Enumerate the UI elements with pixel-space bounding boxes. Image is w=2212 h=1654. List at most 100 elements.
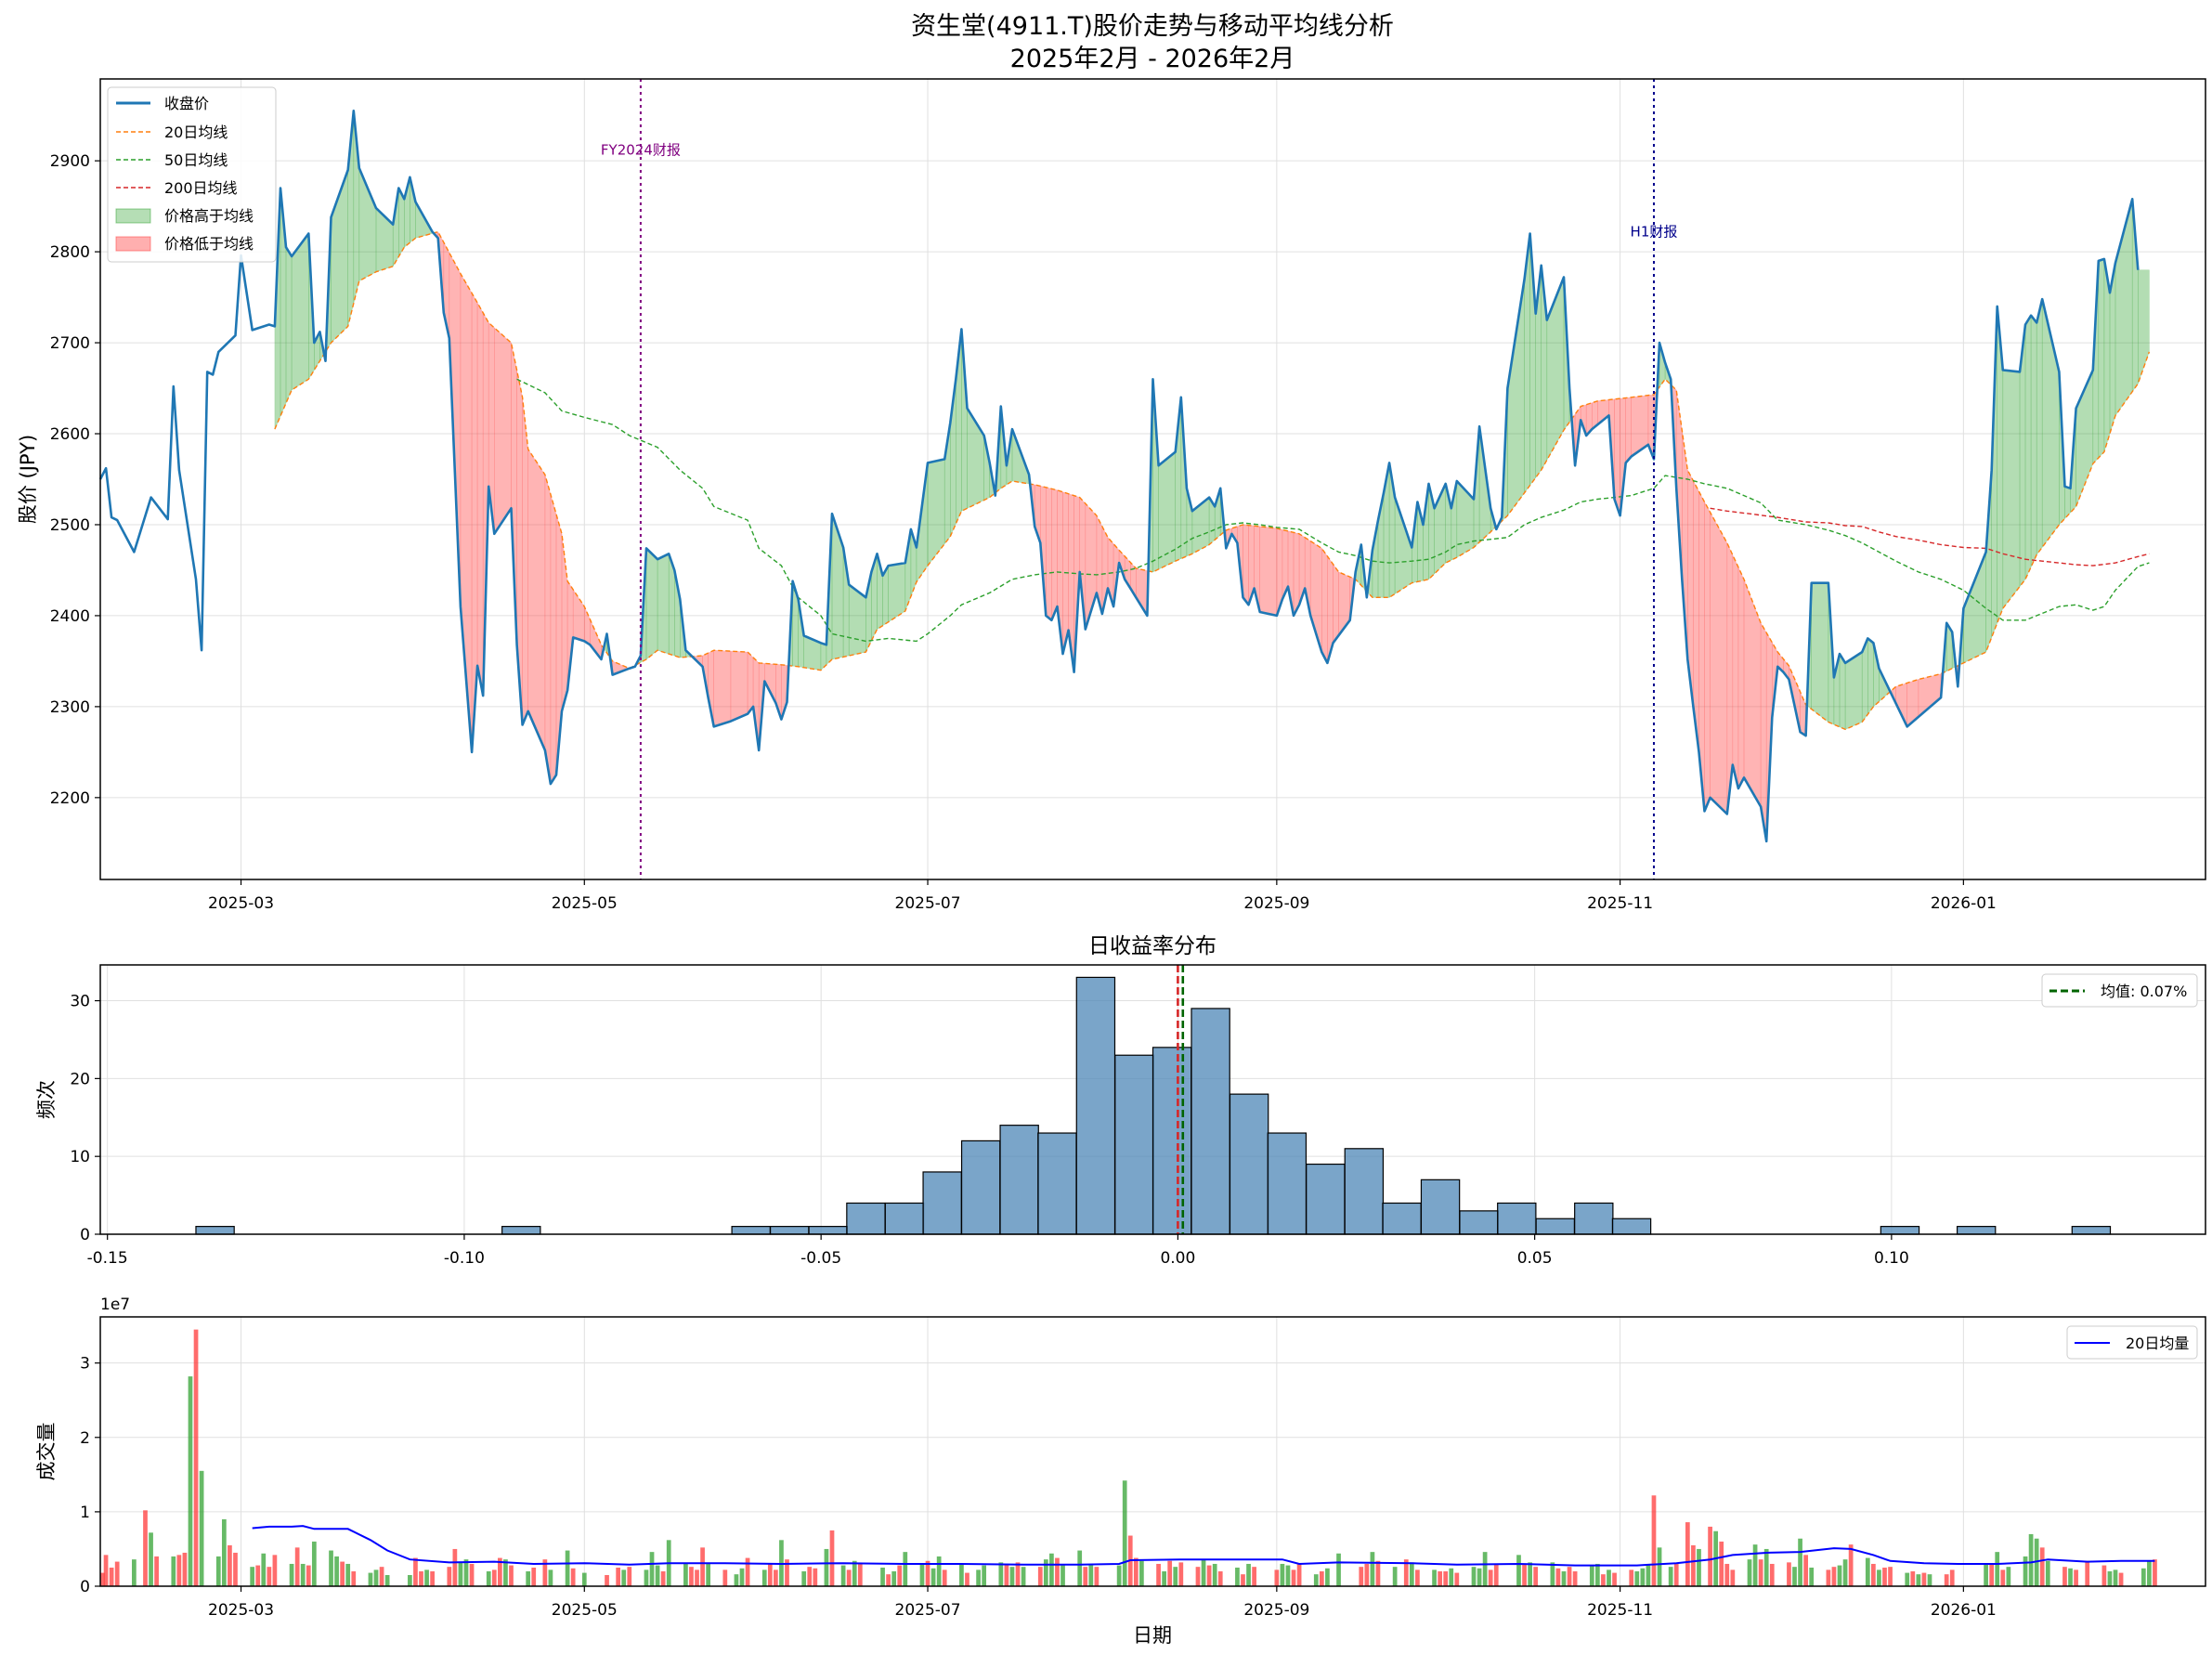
volume-bar-down (1572, 1570, 1578, 1586)
volume-bar-down (103, 1555, 109, 1586)
volume-bar-up (1668, 1567, 1673, 1586)
volume-bar-down (267, 1567, 272, 1586)
volume-bar-up (1657, 1547, 1662, 1586)
volume-bar-down (452, 1548, 458, 1586)
histogram-x-tick-label: 0.00 (1160, 1249, 1195, 1268)
legend-label-above: 价格高于均线 (164, 207, 254, 225)
price-y-tick-label: 2800 (50, 243, 90, 262)
volume-y-tick-label: 3 (80, 1355, 90, 1374)
volume-bar-down (1555, 1568, 1561, 1586)
volume-bar-up (334, 1556, 339, 1586)
histogram-bar (1880, 1226, 1920, 1235)
fill-below-ma (1333, 563, 1339, 645)
fill-above-ma (2064, 486, 2071, 520)
volume-bar-up (1640, 1568, 1646, 1586)
histogram-stat-lines (1177, 965, 1185, 1234)
volume-bar-down (294, 1547, 300, 1586)
volume-bar-down (570, 1568, 576, 1586)
price-x-tick-label: 2026-01 (1931, 894, 1997, 913)
fill-above-ma (1456, 480, 1475, 558)
volume-bar-up (1449, 1568, 1454, 1586)
volume-bar-up (1607, 1569, 1611, 1586)
volume-bar-down (509, 1565, 514, 1586)
histogram-bar (1420, 1179, 1461, 1235)
fill-above-ma (1507, 279, 1525, 517)
fill-below-ma (476, 301, 484, 697)
fill-above-ma (645, 547, 658, 660)
volume-x-axis-label: 日期 (1133, 1624, 1172, 1647)
volume-bar-down (1673, 1563, 1679, 1586)
legend-label-ma50: 50日均线 (164, 151, 228, 169)
histogram-bar (884, 1202, 925, 1235)
price-ma-fills (274, 111, 2150, 841)
volume-bar-up (368, 1572, 373, 1586)
volume-bar-down (419, 1570, 423, 1586)
volume-bar-down (807, 1567, 813, 1586)
fill-below-ma (1293, 531, 1300, 617)
histogram-bar (1459, 1210, 1499, 1235)
volume-bar-up (1877, 1569, 1881, 1586)
volume-bar-down (1949, 1569, 1955, 1586)
volume-bar-up (1792, 1567, 1797, 1586)
fill-above-ma (2036, 299, 2043, 556)
volume-bar-up (706, 1563, 711, 1586)
volume-x-tick-label: 2026-01 (1931, 1601, 1997, 1620)
fill-above-ma (1158, 450, 1176, 570)
volume-bar-down (1522, 1563, 1527, 1586)
volume-grid (100, 1317, 2205, 1587)
volume-bar-up (1550, 1562, 1555, 1586)
volume-bar-down (1364, 1563, 1370, 1586)
volume-bar-down (1037, 1567, 1043, 1586)
volume-bar-down (774, 1569, 778, 1586)
volume-y-tick-label: 2 (80, 1429, 90, 1448)
legend-swatch-above (115, 208, 151, 224)
fill-below-ma (1625, 397, 1632, 464)
volume-bar-down (1910, 1570, 1916, 1586)
volume-bar-down (829, 1530, 835, 1586)
histogram-x-tick-label: 0.10 (1874, 1249, 1909, 1268)
volume-bar-down (1826, 1569, 1831, 1586)
fill-below-ma (1743, 579, 1762, 808)
volume-bar-up (1984, 1563, 1988, 1586)
histogram-bar (846, 1202, 886, 1235)
volume-bar-up (1594, 1563, 1600, 1586)
volume-bar-down (2062, 1567, 2067, 1586)
fill-above-ma (1867, 637, 1874, 716)
fill-above-ma (1546, 277, 1565, 462)
volume-bar-up (171, 1556, 176, 1586)
volume-bar-down (767, 1563, 773, 1586)
histogram-legend-box (2041, 973, 2198, 1008)
volume-bar-down (695, 1569, 699, 1586)
volume-bar-down (1195, 1567, 1201, 1586)
volume-bar-up (458, 1562, 463, 1586)
volume-bar-up (215, 1556, 221, 1586)
volume-bar-down (469, 1563, 475, 1586)
volume-bar-up (761, 1569, 767, 1586)
fill-above-ma (1844, 651, 1863, 730)
volume-bar-down (605, 1574, 609, 1586)
volume-bar-down (1319, 1570, 1324, 1586)
volume-bar-up (2140, 1568, 2146, 1586)
volume-y-ticks: 0 1 2 3 (80, 1355, 100, 1596)
volume-bar-up (683, 1563, 688, 1586)
volume-bar-down (1787, 1562, 1791, 1586)
volume-bar-down (255, 1565, 261, 1586)
volume-bar-down (340, 1561, 345, 1586)
volume-bar-down (1217, 1570, 1223, 1586)
volume-bar-up (1471, 1567, 1477, 1586)
volume-bar-down (1094, 1567, 1099, 1586)
ma50-line (516, 378, 2150, 643)
price-y-tick-label: 2900 (50, 152, 90, 171)
histogram-bar (195, 1226, 235, 1235)
price-legend: 收盘价 20日均线 50日均线 200日均线 价格高于均线 价格低于均线 (107, 86, 277, 263)
volume-bar-up (311, 1541, 317, 1586)
volume-bar-up (463, 1559, 469, 1586)
volume-bar-up (959, 1563, 964, 1586)
volume-bar-up (1798, 1538, 1802, 1586)
volume-bar-down (1724, 1563, 1730, 1586)
ma200-line (1710, 507, 2150, 567)
volume-bar-up (250, 1567, 255, 1586)
volume-bar-up (2045, 1560, 2050, 1586)
volume-bar-up (1116, 1565, 1122, 1586)
